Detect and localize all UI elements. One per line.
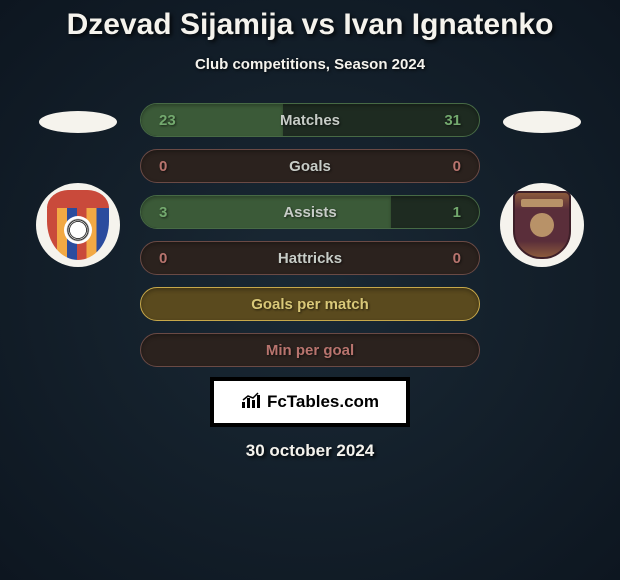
summary-goals-per-match: Goals per match: [140, 287, 480, 321]
stat-label: Goals: [289, 158, 331, 175]
stat-right-value: 1: [453, 204, 461, 221]
club-crest-left-icon: [47, 190, 109, 260]
stat-row-assists: 3 Assists 1: [140, 195, 480, 229]
stat-left-value: 23: [159, 112, 176, 129]
stat-row-matches: 23 Matches 31: [140, 103, 480, 137]
brand-text: FcTables.com: [267, 392, 379, 412]
right-club-logo: [500, 183, 584, 267]
stat-row-hattricks: 0 Hattricks 0: [140, 241, 480, 275]
stat-right-value: 0: [453, 158, 461, 175]
stat-row-goals: 0 Goals 0: [140, 149, 480, 183]
stat-label: Matches: [280, 112, 340, 129]
stat-left-value: 0: [159, 250, 167, 267]
summary-label: Goals per match: [251, 296, 369, 313]
stat-label: Hattricks: [278, 250, 342, 267]
brand-logo[interactable]: FcTables.com: [210, 377, 410, 427]
subtitle: Club competitions, Season 2024: [195, 56, 425, 73]
summary-label: Min per goal: [266, 342, 354, 359]
stat-left-value: 3: [159, 204, 167, 221]
player-shadow-icon: [503, 111, 581, 133]
page-title: Dzevad Sijamija vs Ivan Ignatenko: [67, 8, 554, 42]
right-player-column: [500, 103, 584, 267]
player-shadow-icon: [39, 111, 117, 133]
stat-label: Assists: [283, 204, 336, 221]
stat-right-value: 0: [453, 250, 461, 267]
stat-right-value: 31: [444, 112, 461, 129]
summary-min-per-goal: Min per goal: [140, 333, 480, 367]
stat-fill: [141, 196, 391, 228]
left-club-logo: [36, 183, 120, 267]
stat-left-value: 0: [159, 158, 167, 175]
chart-icon: [241, 392, 261, 413]
stats-column: 23 Matches 31 0 Goals 0 3 Assists 1 0 Ha…: [140, 103, 480, 367]
date-text: 30 october 2024: [246, 441, 375, 461]
left-player-column: [36, 103, 120, 267]
club-crest-right-icon: [513, 191, 571, 259]
